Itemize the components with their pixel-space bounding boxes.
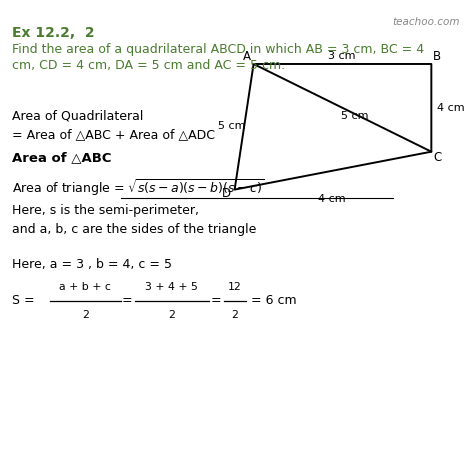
Text: Here, s is the semi-perimeter,: Here, s is the semi-perimeter, — [12, 204, 199, 217]
Text: teachoo.com: teachoo.com — [392, 17, 460, 27]
Text: Here, a = 3 , b = 4, c = 5: Here, a = 3 , b = 4, c = 5 — [12, 258, 172, 271]
Text: Area of △ABC: Area of △ABC — [12, 152, 111, 164]
Text: = 6 cm: = 6 cm — [251, 294, 297, 308]
Text: 5 cm: 5 cm — [341, 111, 368, 121]
Text: cm, CD = 4 cm, DA = 5 cm and AC = 5 cm.: cm, CD = 4 cm, DA = 5 cm and AC = 5 cm. — [12, 59, 285, 72]
Text: 5 cm: 5 cm — [218, 120, 245, 131]
Text: a + b + c: a + b + c — [59, 283, 111, 292]
Text: =: = — [210, 294, 221, 308]
Text: 2: 2 — [232, 310, 238, 319]
Text: 2: 2 — [168, 310, 175, 319]
Text: 12: 12 — [228, 283, 242, 292]
Text: 3 + 4 + 5: 3 + 4 + 5 — [146, 283, 198, 292]
Text: Area of triangle = $\sqrt{s(s-a)(s-b)(s-c)}$: Area of triangle = $\sqrt{s(s-a)(s-b)(s-… — [12, 178, 264, 199]
Text: 4 cm: 4 cm — [318, 194, 346, 204]
Text: Area of Quadrilateral: Area of Quadrilateral — [12, 109, 143, 122]
Text: A: A — [243, 50, 250, 64]
Text: 2: 2 — [82, 310, 89, 319]
Text: D: D — [222, 187, 231, 200]
Text: =: = — [122, 294, 132, 308]
Text: and a, b, c are the sides of the triangle: and a, b, c are the sides of the triangl… — [12, 223, 256, 236]
Text: C: C — [433, 151, 441, 164]
Text: Find the area of a quadrilateral ABCD in which AB = 3 cm, BC = 4: Find the area of a quadrilateral ABCD in… — [12, 43, 424, 55]
Text: Ex 12.2,  2: Ex 12.2, 2 — [12, 26, 94, 40]
Text: 3 cm: 3 cm — [328, 51, 356, 61]
Text: 4 cm: 4 cm — [438, 103, 465, 113]
Text: B: B — [433, 50, 441, 64]
Text: = Area of △ABC + Area of △ADC: = Area of △ABC + Area of △ADC — [12, 128, 215, 141]
Text: S =: S = — [12, 294, 38, 308]
